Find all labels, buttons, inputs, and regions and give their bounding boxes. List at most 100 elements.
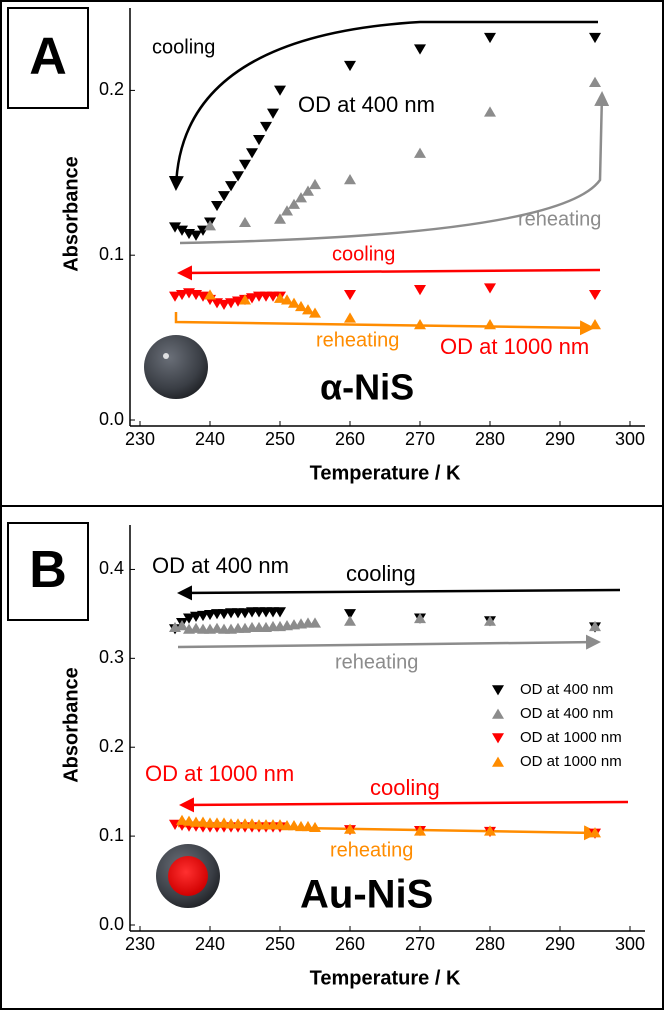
data-point [176, 225, 188, 236]
data-point [414, 147, 426, 158]
data-point [225, 298, 237, 309]
x-tick-label: 280 [475, 429, 505, 449]
annotation: OD at 400 nm [152, 553, 289, 578]
data-point [239, 294, 251, 305]
data-point [211, 622, 223, 633]
data-point [344, 609, 356, 620]
data-point [281, 294, 293, 305]
legend-marker [492, 708, 504, 719]
annotation-arrow [177, 634, 601, 650]
data-point [414, 285, 426, 296]
annotation: OD at 1000 nm [440, 334, 589, 359]
data-point [246, 293, 258, 304]
data-point [274, 819, 286, 830]
data-point [589, 319, 601, 330]
data-point [414, 44, 426, 55]
x-tick-label: 290 [545, 934, 575, 954]
x-tick-label: 240 [195, 934, 225, 954]
data-point [253, 135, 265, 146]
data-point [484, 283, 496, 294]
data-point [239, 159, 251, 170]
data-point [344, 289, 356, 301]
data-point [274, 213, 286, 224]
data-point [302, 820, 314, 832]
y-tick-label: 0.2 [99, 79, 124, 99]
x-tick-label: 260 [335, 934, 365, 954]
data-point [288, 820, 300, 831]
data-point [239, 608, 251, 619]
annotation-arrow [177, 585, 621, 601]
annotation: reheating [518, 208, 601, 230]
annotation: α-NiS [320, 367, 414, 408]
x-tick-label: 260 [335, 429, 365, 449]
legend-label: OD at 400 nm [520, 681, 613, 698]
data-point [344, 823, 356, 834]
gold-core-icon [168, 856, 208, 896]
data-point [484, 106, 496, 117]
y-tick-label: 0.1 [99, 244, 124, 264]
data-point [169, 291, 181, 302]
annotation: cooling [152, 36, 215, 58]
data-point [309, 178, 321, 190]
annotation: reheating [335, 651, 418, 673]
data-point [309, 307, 321, 318]
annotation: OD at 1000 nm [145, 761, 294, 786]
x-tick-label: 250 [265, 934, 295, 954]
data-point [274, 607, 286, 618]
data-point [414, 319, 426, 330]
data-point [295, 300, 307, 312]
data-point [484, 615, 496, 626]
data-point [589, 289, 601, 301]
x-tick-label: 300 [615, 429, 645, 449]
data-point [169, 222, 181, 233]
data-point [288, 297, 300, 308]
data-point [190, 611, 202, 622]
data-point [281, 205, 293, 216]
data-point [414, 825, 426, 836]
y-tick-label: 0.2 [99, 736, 124, 756]
annotation: Au-NiS [300, 873, 433, 917]
y-tick-label: 0.1 [99, 825, 124, 845]
data-point [484, 319, 496, 330]
data-point [267, 108, 279, 119]
annotation: cooling [370, 775, 440, 800]
annotation: cooling [332, 243, 395, 265]
y-axis-label: Absorbance [60, 667, 82, 783]
data-point [309, 617, 321, 628]
annotation-arrow [179, 91, 610, 245]
y-tick-label: 0.3 [99, 647, 124, 667]
data-point [190, 622, 202, 633]
data-point [246, 148, 258, 159]
data-point [302, 304, 314, 315]
panel-label-box [7, 522, 89, 621]
data-point [211, 200, 223, 212]
data-point [190, 230, 202, 241]
data-point [218, 609, 230, 620]
legend-label: OD at 1000 nm [520, 753, 622, 770]
legend-label: OD at 1000 nm [520, 729, 622, 746]
x-tick-label: 270 [405, 934, 435, 954]
annotation-arrow [174, 312, 595, 336]
data-point [260, 121, 272, 133]
y-tick-label: 0.0 [99, 914, 124, 934]
data-point [218, 299, 230, 311]
data-point [197, 291, 209, 302]
y-tick-label: 0.4 [99, 558, 124, 578]
x-tick-label: 270 [405, 429, 435, 449]
data-point [589, 32, 601, 44]
x-tick-label: 230 [125, 429, 155, 449]
data-point [344, 173, 356, 185]
annotation: reheating [316, 329, 399, 351]
data-point [204, 609, 216, 621]
legend-label: OD at 400 nm [520, 705, 613, 722]
x-tick-label: 250 [265, 429, 295, 449]
data-point [484, 32, 496, 44]
data-point [197, 816, 209, 827]
data-point [183, 815, 195, 826]
data-point [232, 171, 244, 182]
data-point [589, 76, 601, 87]
data-point [246, 818, 258, 829]
charts: A 230 240 250 260 270 280 290 300 0.0 0.1 0.2 Temper… [7, 7, 645, 989]
legend-marker [492, 685, 504, 696]
